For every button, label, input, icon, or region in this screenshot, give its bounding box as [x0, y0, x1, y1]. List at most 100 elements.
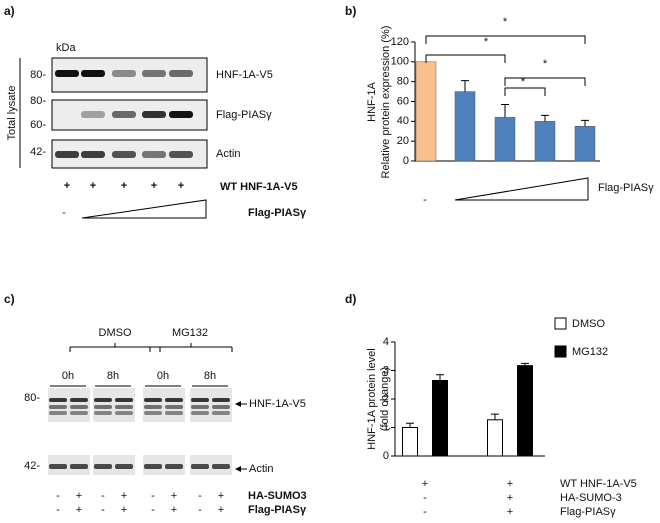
time-label: 8h: [204, 370, 216, 382]
panel-label: a): [4, 4, 15, 18]
band: [115, 464, 133, 469]
band: [212, 405, 230, 409]
y-tick-label: 80: [397, 76, 409, 88]
sign: -: [198, 504, 202, 516]
row-label: Flag-PIASγ: [248, 504, 307, 516]
x-axis-label: Flag-PIASγ: [598, 182, 654, 194]
band: [191, 464, 209, 469]
sign: -: [56, 504, 60, 516]
band: [112, 111, 136, 118]
blot-box: [48, 455, 90, 475]
band: [142, 70, 166, 77]
sign: -: [423, 492, 427, 504]
y-tick-label: 100: [391, 56, 409, 68]
blot-box: [143, 455, 185, 475]
band: [49, 464, 67, 469]
bar: [517, 365, 533, 457]
arrow-head: [235, 401, 241, 407]
sign: -: [151, 490, 155, 502]
sign: -: [62, 207, 66, 219]
sign: +: [121, 490, 127, 502]
sign: -: [423, 506, 427, 518]
band-label: Actin: [216, 148, 240, 160]
sign: +: [121, 180, 127, 192]
band: [212, 411, 230, 415]
y-tick-label: 3: [383, 364, 389, 376]
side-label: Total lysate: [6, 85, 18, 140]
row-label: HA-SUMO3: [248, 490, 307, 502]
band: [144, 411, 162, 415]
sign: +: [422, 478, 428, 490]
group-label: DMSO: [99, 327, 132, 339]
sign: +: [121, 504, 127, 516]
y-tick-label: 60: [397, 95, 409, 107]
row-label: WT HNF-1A-V5: [220, 181, 298, 193]
sign: -: [423, 194, 427, 206]
y-axis-label: HNF-1A protein level: [366, 348, 378, 450]
error-bar: [541, 114, 549, 122]
bar: [487, 419, 503, 457]
sign: +: [171, 490, 177, 502]
band: [49, 405, 67, 409]
legend-label: DMSO: [572, 318, 605, 330]
sign: +: [76, 490, 82, 502]
band: [94, 398, 112, 402]
band: [70, 411, 88, 415]
band: [169, 151, 193, 158]
blot-box: [93, 455, 135, 475]
bar: [415, 61, 437, 162]
y-axis-label: HNF-1A: [366, 81, 378, 121]
band: [144, 405, 162, 409]
error-bar: [581, 119, 589, 127]
legend-label: MG132: [572, 346, 608, 358]
error-bar: [436, 374, 444, 381]
band-label: Actin: [249, 463, 273, 475]
annotation: *: [484, 36, 489, 48]
band: [165, 398, 183, 402]
y-axis-label: Relative protein expression (%): [380, 26, 392, 179]
sign: +: [178, 180, 184, 192]
sign: +: [507, 478, 513, 490]
band: [49, 411, 67, 415]
band: [212, 398, 230, 402]
significance-bracket: [504, 87, 546, 96]
band: [70, 464, 88, 469]
gradient-triangle: [81, 199, 207, 219]
sign: +: [507, 492, 513, 504]
error-bar: [461, 80, 469, 92]
sign: -: [198, 490, 202, 502]
legend-swatch: [554, 345, 567, 358]
significance-bracket: [425, 35, 586, 44]
sign: +: [64, 180, 70, 192]
y-tick-label: 0: [383, 450, 389, 462]
condition-label: HA-SUMO-3: [560, 492, 622, 504]
time-label: 0h: [157, 370, 169, 382]
sign: -: [101, 504, 105, 516]
error-bar: [491, 413, 499, 420]
y-tick-label: 120: [391, 36, 409, 48]
annotation: *: [503, 16, 508, 28]
y-tick-label: 1: [383, 421, 389, 433]
band: [70, 405, 88, 409]
significance-bracket: [425, 54, 506, 63]
y-tick-label: 40: [397, 115, 409, 127]
band-label: HNF-1A-V5: [249, 398, 306, 410]
band: [142, 111, 166, 118]
sign: -: [101, 490, 105, 502]
band: [94, 464, 112, 469]
arrow-head: [235, 466, 241, 472]
gradient-triangle: [454, 177, 589, 201]
band: [142, 151, 166, 158]
band: [94, 405, 112, 409]
band: [169, 70, 193, 77]
error-bar: [501, 103, 509, 118]
sign: -: [151, 504, 155, 516]
legend-swatch: [554, 317, 567, 330]
annotation: *: [521, 76, 526, 88]
band-label: HNF-1A-V5: [216, 69, 273, 81]
panel-label: c): [4, 292, 15, 306]
bar: [402, 427, 418, 457]
band: [94, 411, 112, 415]
sign: -: [56, 490, 60, 502]
